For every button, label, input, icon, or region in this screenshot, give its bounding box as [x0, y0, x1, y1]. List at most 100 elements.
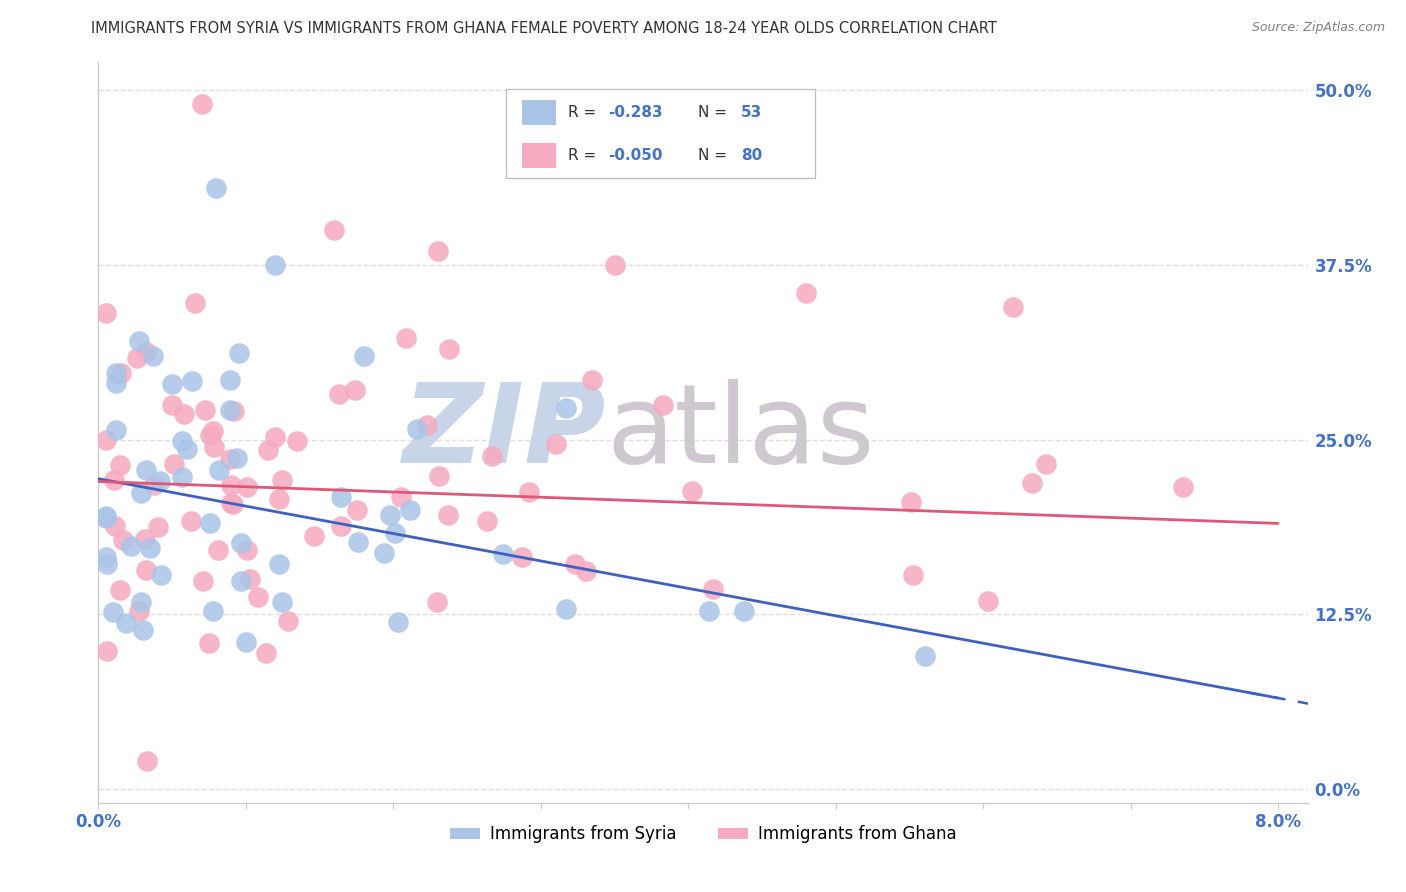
Point [225, 451, 247, 466]
Point [181, 374, 204, 388]
Point [94, 433, 117, 447]
Point [302, 529, 325, 543]
Text: -0.283: -0.283 [609, 105, 662, 120]
Bar [522, 100, 555, 125]
Point [202, 440, 225, 454]
Point [160, 376, 183, 391]
Text: R =: R = [568, 105, 602, 120]
Point [257, 442, 280, 457]
Point [219, 402, 242, 417]
Point [264, 430, 287, 444]
Point [395, 331, 418, 345]
Point [219, 373, 242, 387]
Text: N =: N = [697, 105, 731, 120]
Point [229, 536, 252, 550]
Point [330, 490, 353, 504]
Point [977, 593, 1000, 607]
Point [427, 469, 450, 483]
Point [160, 398, 183, 412]
Text: ZIP: ZIP [402, 379, 606, 486]
Point [900, 495, 922, 509]
Point [228, 346, 250, 360]
Point [135, 754, 157, 768]
Point [208, 462, 231, 476]
Point [219, 451, 242, 466]
Point [94, 549, 117, 564]
Point [207, 542, 229, 557]
Point [134, 532, 156, 546]
Text: Source: ZipAtlas.com: Source: ZipAtlas.com [1251, 21, 1385, 34]
Point [163, 457, 186, 471]
Point [142, 349, 165, 363]
Point [380, 508, 402, 522]
Point [180, 514, 202, 528]
Point [101, 605, 124, 619]
Point [235, 480, 257, 494]
Point [132, 623, 155, 637]
Point [149, 567, 172, 582]
Point [134, 345, 156, 359]
Point [224, 404, 246, 418]
Point [205, 181, 228, 195]
Point [416, 417, 439, 432]
Point [110, 582, 132, 597]
Point [544, 437, 567, 451]
Text: R =: R = [568, 148, 602, 162]
Point [149, 474, 172, 488]
Point [139, 541, 162, 556]
Text: 80: 80 [741, 148, 762, 162]
Point [517, 485, 540, 500]
Point [399, 503, 422, 517]
Point [172, 434, 194, 449]
Point [581, 373, 603, 387]
Point [564, 557, 586, 571]
Point [135, 563, 157, 577]
Point [269, 557, 291, 571]
Point [221, 497, 243, 511]
Point [110, 366, 132, 380]
Point [1001, 300, 1024, 314]
Text: 53: 53 [741, 105, 762, 120]
Point [277, 614, 299, 628]
Point [127, 351, 149, 366]
Text: N =: N = [697, 148, 731, 162]
Point [173, 407, 195, 421]
Point [110, 458, 132, 472]
Point [270, 595, 292, 609]
Point [264, 258, 287, 272]
Point [353, 349, 375, 363]
Point [201, 604, 224, 618]
Text: atlas: atlas [606, 379, 875, 486]
Point [142, 478, 165, 492]
Legend: Immigrants from Syria, Immigrants from Ghana: Immigrants from Syria, Immigrants from G… [443, 819, 963, 850]
Point [235, 634, 257, 648]
Point [172, 470, 194, 484]
Point [555, 401, 578, 416]
Point [176, 442, 198, 457]
Point [219, 495, 242, 509]
Point [697, 604, 720, 618]
Point [1035, 457, 1057, 471]
Point [104, 423, 127, 437]
Point [105, 366, 128, 380]
Point [794, 285, 817, 300]
Point [128, 334, 150, 348]
Text: IMMIGRANTS FROM SYRIA VS IMMIGRANTS FROM GHANA FEMALE POVERTY AMONG 18-24 YEAR O: IMMIGRANTS FROM SYRIA VS IMMIGRANTS FROM… [91, 21, 997, 36]
Point [481, 450, 503, 464]
Point [231, 574, 253, 588]
Point [426, 594, 449, 608]
Point [239, 572, 262, 586]
Point [347, 535, 370, 549]
Point [135, 463, 157, 477]
Point [246, 590, 269, 604]
Point [96, 557, 118, 571]
Point [406, 422, 429, 436]
Point [426, 244, 449, 258]
Point [129, 595, 152, 609]
Point [323, 223, 346, 237]
Point [437, 342, 460, 356]
Point [346, 503, 368, 517]
Point [112, 533, 135, 548]
Point [328, 387, 350, 401]
Point [94, 509, 117, 524]
